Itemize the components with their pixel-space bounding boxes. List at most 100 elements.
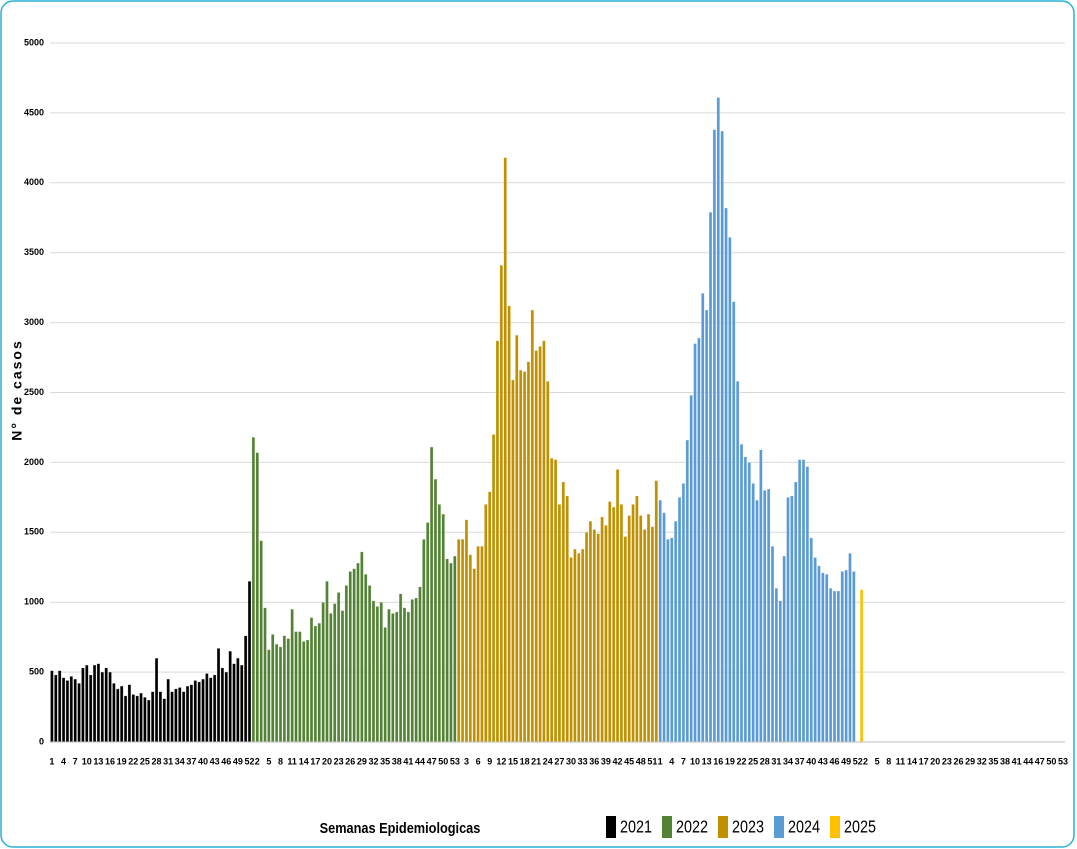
bar [468, 554, 473, 743]
bar [701, 292, 705, 743]
bar [77, 683, 81, 743]
bar [763, 490, 767, 743]
bar [321, 601, 325, 743]
bar [526, 361, 531, 743]
x-tick-label: 31 [163, 756, 173, 766]
bar [57, 670, 62, 743]
x-tick-label: 38 [392, 756, 402, 766]
bar [352, 568, 356, 743]
x-tick-label: 18 [520, 756, 530, 766]
bar [666, 539, 670, 743]
bar [449, 562, 453, 743]
bar [282, 635, 287, 743]
bar [92, 664, 97, 743]
x-tick-label: 17 [919, 756, 929, 766]
bar [507, 305, 511, 743]
bar [797, 459, 802, 743]
x-tick-label: 10 [690, 756, 700, 766]
bar [794, 481, 798, 743]
x-tick-label: 32 [977, 756, 987, 766]
bar [123, 695, 128, 743]
x-tick-label: 28 [760, 756, 770, 766]
x-tick-label: 35 [380, 756, 390, 766]
bar [584, 532, 589, 743]
bar [546, 381, 550, 743]
y-axis-title: N° de casos [9, 339, 25, 441]
bar [759, 449, 763, 743]
x-tick-label: 3 [464, 756, 469, 766]
y-tick-label: 1000 [24, 597, 44, 607]
bar [685, 439, 690, 743]
x-tick-label: 6 [476, 756, 481, 766]
bar [530, 309, 535, 743]
bar [732, 301, 736, 743]
bar [379, 601, 383, 743]
bar [61, 677, 66, 743]
x-tick-label: 53 [450, 756, 460, 766]
y-tick-label: 1500 [24, 527, 44, 537]
x-tick-label: 13 [702, 756, 712, 766]
bar [69, 676, 74, 743]
y-tick-label: 2000 [24, 457, 44, 467]
legend-label: 2025 [844, 817, 876, 837]
bar [255, 452, 259, 743]
legend-swatch [718, 816, 728, 838]
bar [569, 557, 573, 743]
x-tick-label: 14 [299, 756, 309, 766]
bar [425, 522, 430, 743]
bar [747, 462, 751, 743]
bar [181, 691, 186, 743]
bar [305, 639, 310, 743]
x-tick-label: 1 [658, 756, 663, 766]
bar [538, 346, 542, 743]
bar [131, 694, 136, 743]
bar [201, 678, 205, 743]
bar [383, 627, 387, 743]
bar [673, 520, 678, 743]
bar [631, 504, 635, 743]
bar [251, 436, 256, 743]
bar [720, 130, 724, 743]
bar [174, 688, 178, 743]
bar [240, 664, 244, 743]
bar [197, 681, 201, 743]
bar [236, 657, 240, 743]
bar [267, 649, 271, 743]
bar [329, 613, 333, 743]
bar [503, 157, 507, 743]
bar [193, 680, 197, 743]
bar [96, 663, 101, 743]
bar [100, 671, 105, 743]
bar [565, 495, 569, 743]
bar [205, 673, 209, 743]
bar [286, 638, 290, 743]
bar [422, 539, 426, 743]
bar [364, 573, 368, 743]
bar [724, 207, 728, 743]
x-tick-label: 21 [531, 756, 541, 766]
bar [189, 684, 194, 743]
x-tick-label: 16 [713, 756, 723, 766]
bar [511, 379, 515, 743]
bar [859, 589, 864, 743]
bar [689, 395, 693, 743]
bar [441, 513, 445, 743]
bar [50, 670, 54, 743]
bar [418, 586, 422, 743]
bar [104, 667, 108, 743]
x-tick-label: 40 [198, 756, 208, 766]
bar [294, 631, 298, 743]
x-tick-label: 22 [737, 756, 747, 766]
bar [54, 674, 58, 743]
bar [573, 548, 577, 743]
bar [786, 497, 790, 743]
bar [232, 663, 236, 743]
x-tick-label: 8 [886, 756, 891, 766]
x-tick-label: 1 [49, 756, 54, 766]
x-tick-label: 11 [287, 756, 297, 766]
bar [298, 631, 302, 743]
bar [515, 334, 519, 743]
bar [825, 573, 829, 743]
bar [429, 446, 434, 743]
y-tick-label: 4000 [24, 177, 44, 187]
